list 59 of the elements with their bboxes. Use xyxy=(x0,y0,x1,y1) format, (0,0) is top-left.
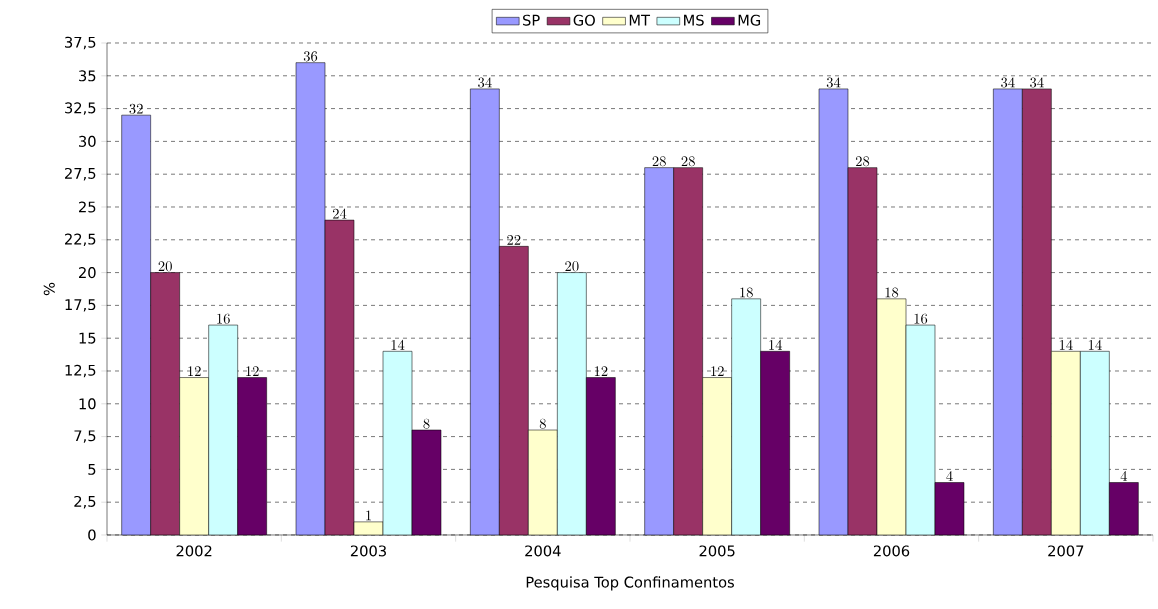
y-tick-label: 0 xyxy=(88,529,96,541)
data-label: 14 xyxy=(1088,339,1102,350)
data-label: 34 xyxy=(478,77,492,88)
y-tick-label: 32,5 xyxy=(65,102,96,115)
data-label: 20 xyxy=(158,261,172,272)
data-label: 18 xyxy=(740,287,753,298)
data-label: 20 xyxy=(565,261,579,272)
x-tick-label: 2003 xyxy=(350,545,386,557)
data-label: 1 xyxy=(366,510,371,521)
legend-label: GO xyxy=(573,14,595,26)
y-tick-label: 17,5 xyxy=(65,299,96,312)
data-label: 12 xyxy=(188,366,201,376)
legend-label: MT xyxy=(629,14,651,26)
x-tick-label: 2005 xyxy=(699,545,735,557)
y-tick-label: 12,5 xyxy=(65,364,96,378)
data-label: 14 xyxy=(769,339,783,350)
data-label: 32 xyxy=(129,103,143,114)
x-tick-label: 2002 xyxy=(176,545,212,557)
data-label: 28 xyxy=(681,156,695,167)
legend-label: SP xyxy=(523,14,540,26)
y-tick-label: 7,5 xyxy=(74,430,96,443)
x-tick-label: 2006 xyxy=(873,545,910,557)
y-tick-label: 2,5 xyxy=(74,495,96,509)
data-label: 34 xyxy=(826,77,841,88)
data-label: 16 xyxy=(914,313,928,324)
legend-label: MS xyxy=(684,14,704,26)
x-tick-label: 2007 xyxy=(1048,545,1084,557)
data-label: 12 xyxy=(594,366,608,376)
y-tick-label: 37,5 xyxy=(65,36,96,50)
data-label: 36 xyxy=(303,51,318,62)
data-label: 14 xyxy=(1059,339,1073,350)
data-label: 34 xyxy=(1001,77,1015,88)
data-label: 16 xyxy=(217,313,230,324)
x-tick-label: 2004 xyxy=(525,545,561,557)
y-tick-label: 30 xyxy=(79,135,96,147)
data-label: 12 xyxy=(711,366,724,376)
data-label: 4 xyxy=(946,471,953,481)
y-tick-label: 22,5 xyxy=(65,233,96,247)
y-tick-label: 20 xyxy=(79,267,96,279)
data-label: 8 xyxy=(423,418,430,429)
y-tick-label: 27,5 xyxy=(65,167,96,181)
data-label: 28 xyxy=(652,156,666,167)
y-tick-label: 10 xyxy=(79,398,96,410)
data-label: 4 xyxy=(1120,471,1128,481)
x-axis-title: Pesquisa Top Confinamentos xyxy=(526,576,734,591)
data-label: 34 xyxy=(1030,77,1044,88)
data-label: 14 xyxy=(391,339,405,350)
data-label: 12 xyxy=(246,366,259,376)
data-label: 28 xyxy=(855,156,870,167)
data-label: 18 xyxy=(885,287,899,298)
data-label: 24 xyxy=(332,208,347,219)
y-tick-label: 25 xyxy=(79,201,96,213)
y-axis-title: % xyxy=(43,282,55,296)
data-label: 8 xyxy=(539,418,546,429)
y-tick-label: 15 xyxy=(79,332,96,344)
y-tick-label: 5 xyxy=(88,463,96,475)
y-tick-label: 35 xyxy=(79,70,96,82)
legend-label: MG xyxy=(738,14,761,26)
data-label: 22 xyxy=(507,235,521,245)
